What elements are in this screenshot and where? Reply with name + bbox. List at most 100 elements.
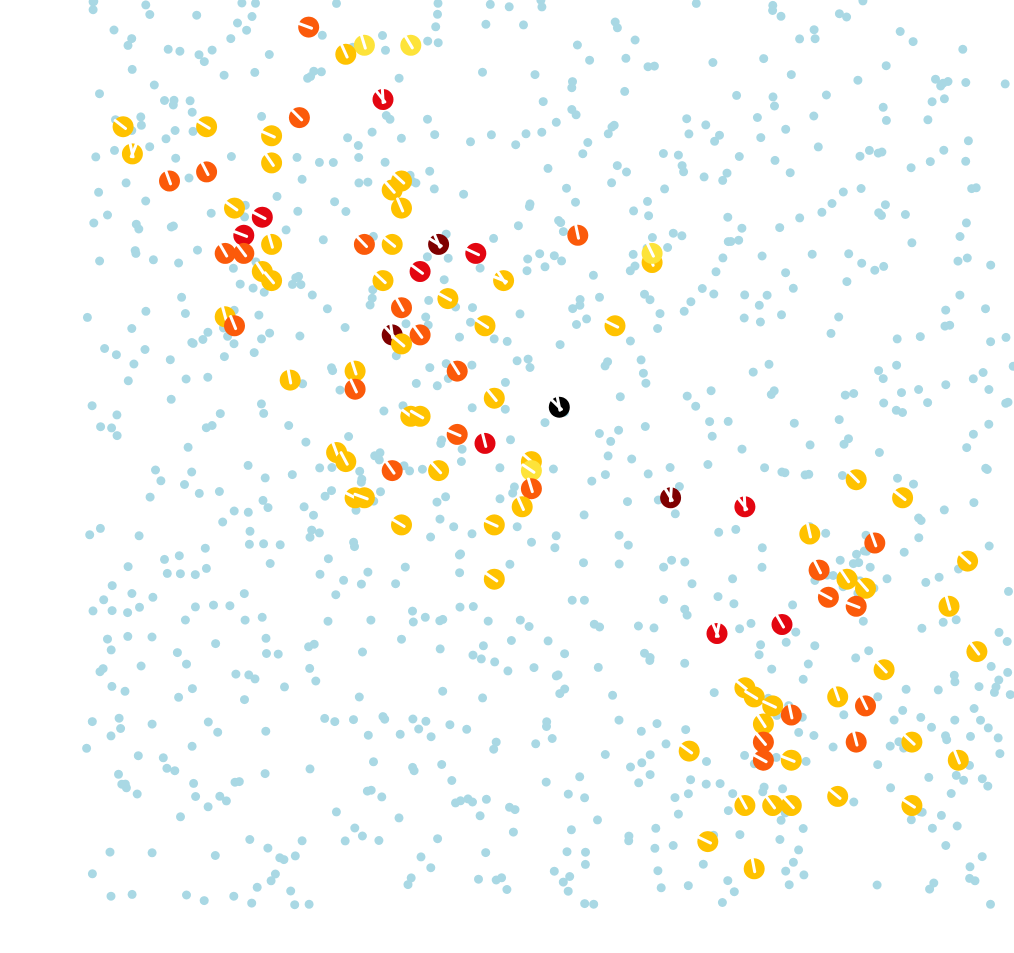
- highlighted-point: [734, 795, 756, 816]
- background-point: [455, 568, 465, 578]
- background-point: [500, 377, 510, 387]
- background-point: [649, 623, 659, 633]
- background-point: [971, 183, 981, 193]
- background-point: [803, 659, 813, 669]
- background-point: [147, 848, 157, 858]
- highlighted-point: [483, 514, 505, 536]
- background-point: [770, 155, 780, 165]
- background-point: [129, 359, 139, 369]
- background-point: [849, 389, 859, 398]
- background-point: [961, 218, 971, 228]
- highlighted-point: [873, 659, 895, 681]
- background-point: [478, 641, 488, 651]
- background-point: [978, 368, 988, 377]
- background-point: [537, 2, 547, 12]
- background-point: [950, 715, 960, 725]
- background-point: [89, 218, 99, 228]
- background-point: [986, 661, 996, 671]
- background-point: [713, 592, 723, 602]
- highlighted-point-tick: [267, 233, 274, 249]
- background-point: [306, 72, 316, 81]
- background-point: [405, 466, 415, 476]
- background-point: [426, 532, 436, 542]
- highlighted-point: [855, 577, 876, 599]
- highlighted-point: [196, 116, 218, 138]
- background-point: [106, 891, 116, 901]
- background-point: [503, 666, 513, 676]
- highlighted-point: [391, 170, 412, 192]
- background-point: [739, 313, 749, 323]
- background-point: [769, 386, 779, 396]
- background-point: [575, 295, 585, 304]
- highlighted-point: [780, 749, 802, 771]
- background-point: [148, 255, 158, 265]
- background-point: [263, 503, 273, 513]
- background-point: [426, 732, 436, 742]
- background-point: [788, 600, 798, 610]
- background-point: [432, 381, 442, 391]
- background-point: [732, 90, 742, 100]
- background-point: [215, 409, 225, 419]
- background-point: [206, 208, 216, 218]
- highlighted-point-tick: [893, 490, 907, 502]
- background-point: [307, 525, 317, 535]
- background-point: [141, 0, 151, 10]
- background-point: [331, 590, 341, 600]
- background-point: [96, 422, 106, 432]
- background-point: [965, 862, 975, 872]
- highlighted-point: [474, 432, 496, 454]
- background-point: [491, 737, 501, 747]
- background-point: [213, 727, 223, 737]
- background-point: [906, 815, 916, 825]
- background-point: [244, 539, 254, 549]
- background-point: [682, 114, 692, 124]
- background-point: [563, 789, 573, 799]
- background-point: [1003, 667, 1013, 677]
- highlighted-point: [827, 785, 849, 807]
- background-point: [834, 9, 844, 19]
- background-point: [687, 579, 697, 589]
- highlighted-point-tick: [380, 88, 385, 104]
- background-point: [580, 899, 590, 909]
- background-point: [593, 815, 602, 825]
- highlighted-point: [214, 242, 236, 264]
- background-point: [923, 115, 933, 125]
- background-point: [309, 639, 319, 649]
- background-point: [495, 463, 505, 473]
- background-point: [261, 633, 271, 643]
- background-point: [170, 126, 180, 135]
- background-point: [571, 197, 580, 207]
- background-point: [254, 310, 264, 320]
- background-point: [127, 889, 137, 899]
- highlighted-point: [409, 405, 431, 427]
- background-point: [123, 608, 133, 618]
- background-point: [171, 153, 181, 163]
- background-point: [680, 557, 690, 567]
- background-point: [265, 559, 275, 568]
- background-point: [976, 715, 985, 725]
- background-point: [317, 30, 327, 40]
- highlighted-point: [409, 261, 431, 282]
- background-point: [728, 574, 738, 584]
- background-point: [489, 744, 499, 754]
- background-point: [731, 524, 741, 534]
- highlighted-point: [836, 568, 858, 590]
- background-point: [131, 219, 141, 229]
- background-point: [439, 275, 449, 285]
- background-point: [258, 495, 268, 505]
- background-point: [977, 852, 987, 862]
- background-point: [165, 355, 175, 365]
- background-point: [103, 634, 112, 644]
- highlighted-point-tick: [775, 614, 785, 629]
- highlighted-point-tick: [756, 714, 767, 728]
- background-point: [756, 640, 766, 650]
- highlighted-point: [957, 550, 979, 572]
- highlighted-point: [827, 685, 849, 708]
- highlighted-point: [297, 16, 320, 38]
- background-point: [939, 145, 949, 155]
- background-point: [791, 627, 801, 637]
- background-point: [651, 823, 661, 833]
- background-point: [374, 836, 384, 845]
- background-point: [614, 559, 624, 569]
- highlighted-point-tick: [164, 170, 172, 186]
